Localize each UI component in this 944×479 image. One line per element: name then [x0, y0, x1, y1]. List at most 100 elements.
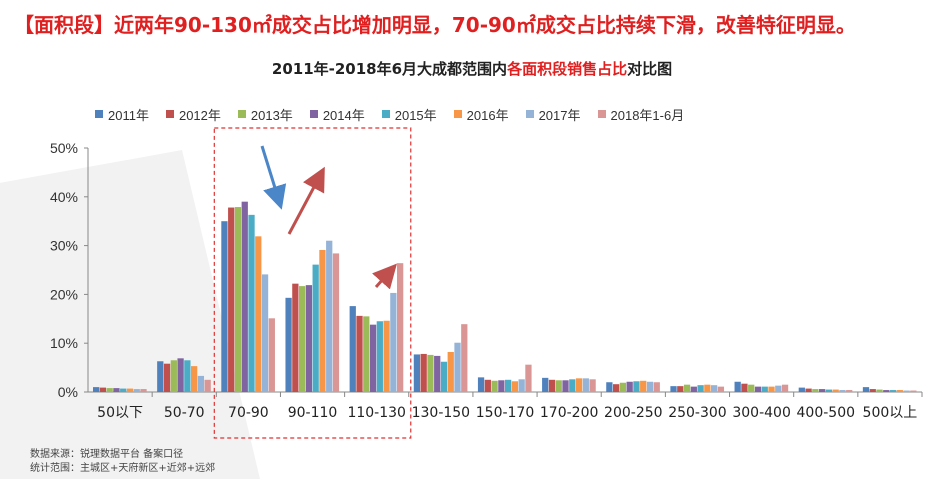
bar — [775, 385, 782, 392]
bar — [511, 381, 519, 392]
chart-title-prefix: 2011年-2018年6月大成都范围内 — [271, 60, 508, 78]
bar — [285, 297, 292, 392]
legend-label: 2011年 — [108, 107, 149, 123]
legend-swatch — [597, 110, 606, 118]
legend-swatch — [525, 110, 534, 118]
bar — [711, 385, 718, 392]
bar — [498, 380, 505, 392]
bar — [768, 386, 775, 392]
bar — [427, 354, 434, 392]
bar — [525, 364, 532, 392]
bar — [839, 390, 846, 392]
bar — [268, 318, 275, 392]
bar — [484, 379, 491, 392]
x-tick-label: 500以上 — [863, 405, 918, 421]
bar — [221, 221, 228, 392]
bar — [903, 390, 910, 392]
x-tick-label: 90-110 — [288, 405, 338, 421]
bar — [548, 379, 556, 392]
bar — [434, 355, 441, 392]
bar — [383, 320, 390, 392]
bar — [93, 387, 100, 392]
bar — [896, 390, 903, 392]
bar — [397, 263, 404, 392]
bar — [555, 380, 562, 392]
bar — [170, 360, 177, 392]
x-tick-label: 110-130 — [347, 405, 406, 421]
bar — [369, 324, 377, 392]
bar — [626, 381, 633, 392]
legend-item: 2016年 — [453, 105, 509, 124]
bar — [704, 384, 711, 392]
bar — [349, 306, 356, 392]
x-tick-label: 250-300 — [668, 405, 727, 421]
y-tick-label: 50% — [50, 140, 78, 156]
legend-label: 2016年 — [466, 107, 509, 123]
bar — [812, 389, 819, 392]
bar — [582, 378, 589, 392]
bar — [734, 381, 741, 392]
legend-item: 2018年1-6月 — [597, 105, 684, 124]
bar — [261, 274, 269, 392]
bar — [319, 249, 326, 392]
bar — [883, 390, 890, 392]
x-tick-label: 170-200 — [540, 405, 599, 421]
bar — [177, 358, 184, 392]
bar — [106, 388, 113, 392]
bar — [204, 379, 211, 392]
bar — [910, 390, 917, 392]
bar — [305, 285, 313, 392]
data-source-note: 数据来源：锐理数据平台 备案口径 — [30, 449, 184, 460]
x-tick-label: 70-90 — [228, 405, 269, 421]
x-tick-label: 400-500 — [797, 405, 856, 421]
bar — [798, 387, 805, 392]
bar — [454, 342, 461, 392]
bar — [606, 382, 613, 392]
bar — [505, 379, 512, 392]
bar — [619, 382, 627, 392]
bar — [754, 386, 762, 392]
bar — [876, 389, 883, 392]
bar — [819, 389, 826, 392]
bar — [477, 377, 485, 392]
bar — [461, 324, 468, 392]
bar — [113, 388, 120, 392]
bar — [518, 379, 525, 392]
legend-item: 2011年 — [95, 105, 149, 124]
bar — [825, 389, 833, 392]
bar — [420, 353, 427, 392]
x-tick-label: 200-250 — [604, 405, 663, 421]
bar — [717, 386, 725, 392]
bar — [683, 384, 691, 392]
chart-legend: 2011年 2012年 2013年 2014年 2015年 2016年 2017年 2018年… — [95, 104, 701, 124]
bar — [234, 207, 242, 392]
legend-label: 2014年 — [322, 107, 365, 123]
x-tick-label: 150-170 — [476, 405, 535, 421]
bar — [805, 388, 812, 392]
bar — [157, 361, 164, 392]
legend-label: 2015年 — [394, 107, 437, 123]
bar — [241, 201, 248, 392]
bar — [255, 236, 262, 392]
down-trend-arrow — [260, 145, 287, 210]
legend-swatch — [165, 110, 174, 118]
bar — [390, 292, 397, 392]
highlight-box — [213, 127, 412, 439]
legend-label: 2013年 — [250, 107, 293, 123]
legend-swatch — [309, 110, 318, 118]
legend-swatch — [453, 110, 462, 118]
bar — [447, 351, 454, 392]
bar — [363, 316, 370, 392]
x-tick-label: 50以下 — [97, 405, 143, 421]
bar — [542, 377, 549, 392]
bar — [133, 389, 140, 392]
bar — [163, 363, 171, 392]
legend-swatch — [381, 110, 390, 118]
bar — [748, 384, 755, 392]
bar — [741, 383, 748, 392]
bar — [646, 381, 654, 392]
bar — [633, 381, 640, 392]
bar — [197, 375, 205, 392]
chart-title: 2011年-2018年6月大成都范围内各面积段销售占比对比图 — [0, 58, 944, 80]
